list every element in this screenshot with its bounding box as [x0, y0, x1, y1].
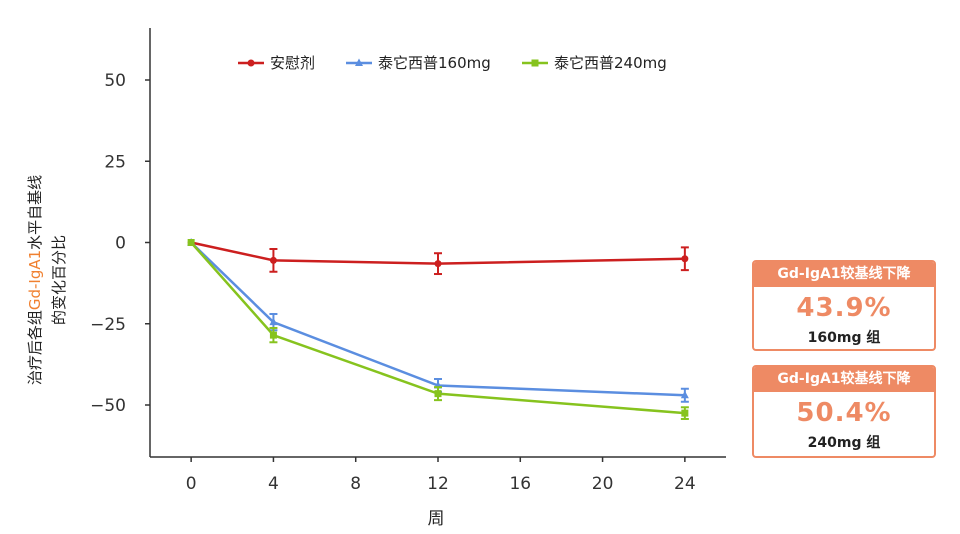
legend-marker — [247, 59, 255, 67]
data-point — [269, 331, 277, 339]
legend-item-0: 安慰剂 — [238, 54, 315, 72]
x-tick-label: 4 — [268, 474, 279, 494]
x-tick-label: 12 — [427, 474, 449, 494]
data-point — [681, 409, 689, 417]
data-point — [680, 390, 689, 399]
legend-item-1: 泰它西普160mg — [346, 54, 491, 72]
y-axis-title-suffix: 水平自基线 — [26, 175, 44, 250]
callout-160mg: Gd-IgA1较基线下降 43.9% 160mg 组 — [752, 260, 936, 351]
series-layer — [187, 238, 689, 420]
legend-marker — [355, 58, 363, 66]
series-line — [190, 241, 685, 265]
x-tick-label: 0 — [186, 474, 197, 494]
y-axis-title-line-2: 的变化百分比 — [50, 235, 68, 325]
y-tick-label: −25 — [90, 315, 126, 335]
y-tick-label: 25 — [104, 152, 126, 172]
data-point — [269, 256, 277, 264]
y-axis-title: 治疗后各组Gd-IgA1水平自基线 的变化百分比 — [26, 175, 68, 385]
series-line — [190, 241, 685, 415]
x-tick-label: 8 — [350, 474, 361, 494]
y-tick-label: 0 — [115, 234, 126, 254]
callout-group: 160mg 组 — [807, 330, 881, 346]
y-ticks: 50 25 0 −25 −50 — [90, 71, 150, 416]
legend-label: 安慰剂 — [270, 54, 315, 72]
callout-group: 240mg 组 — [807, 435, 881, 451]
callout-240mg: Gd-IgA1较基线下降 50.4% 240mg 组 — [752, 365, 936, 458]
callout-title: Gd-IgA1较基线下降 — [754, 367, 934, 392]
x-tick-label: 24 — [674, 474, 696, 494]
data-point — [434, 390, 442, 398]
legend-marker — [531, 59, 539, 67]
series-2 — [187, 239, 689, 420]
y-axis-title-line-1: 治疗后各组Gd-IgA1水平自基线 — [26, 175, 44, 385]
data-point — [269, 317, 278, 326]
y-tick-label: 50 — [104, 71, 126, 91]
data-point — [187, 239, 195, 246]
y-axis-title-highlight: Gd-IgA1 — [26, 250, 44, 310]
data-point — [434, 260, 442, 268]
x-axis-title: 周 — [428, 509, 445, 529]
y-axis-title-prefix: 治疗后各组 — [26, 310, 44, 385]
callout-value: 50.4% — [796, 398, 892, 428]
legend-label: 泰它西普240mg — [554, 54, 667, 72]
series-line — [190, 241, 685, 397]
callout-title: Gd-IgA1较基线下降 — [754, 262, 934, 287]
legend: 安慰剂 泰它西普160mg 泰它西普240mg — [238, 54, 667, 72]
legend-item-2: 泰它西普240mg — [522, 54, 667, 72]
callout-value: 43.9% — [796, 293, 892, 323]
x-tick-label: 20 — [592, 474, 614, 494]
x-tick-label: 16 — [509, 474, 531, 494]
y-tick-label: −50 — [90, 396, 126, 416]
x-ticks: 0 4 8 12 16 20 24 — [186, 457, 696, 494]
data-point — [681, 255, 689, 263]
series-0 — [187, 239, 689, 276]
legend-label: 泰它西普160mg — [378, 54, 491, 72]
